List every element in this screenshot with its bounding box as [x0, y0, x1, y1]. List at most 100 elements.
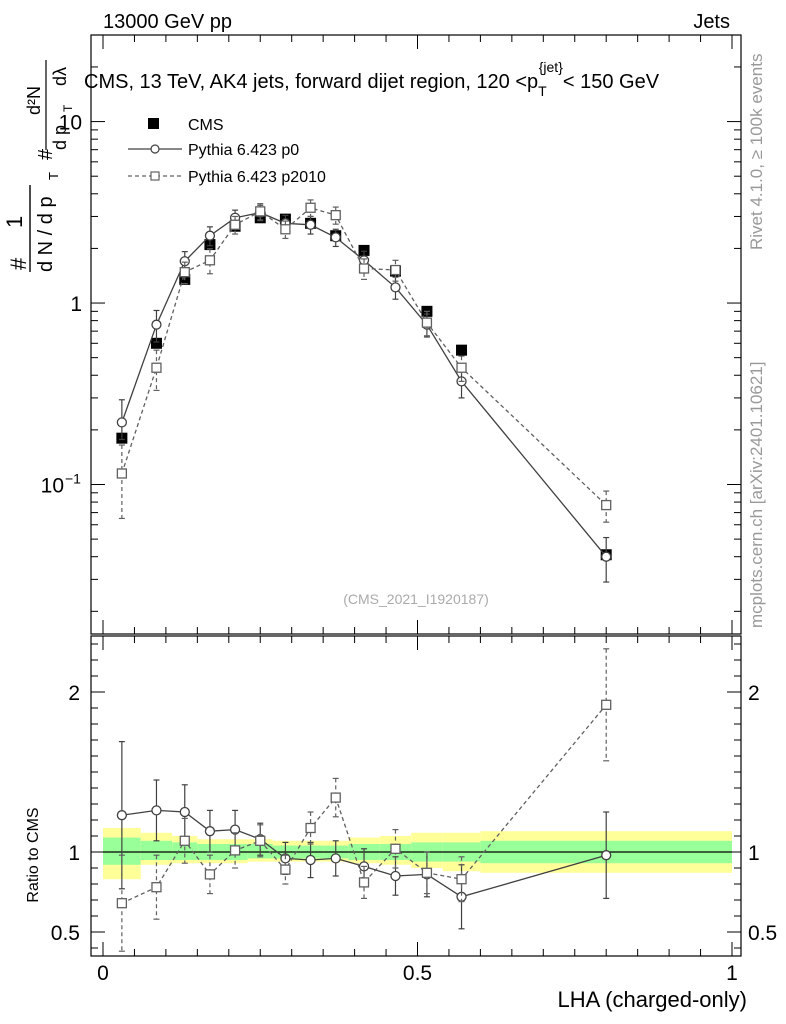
ratio-p0-line [121, 809, 607, 898]
ratio-xtick-label: 1 [726, 962, 738, 985]
pythia-p0-point [601, 551, 612, 562]
ratio-ytick-label-right: 2 [748, 682, 760, 705]
ratio-p0-point [116, 810, 128, 821]
ratio-ytick-label-left: 0.5 [51, 922, 80, 945]
ratio-ytick-label-right: 0.5 [748, 922, 777, 945]
ratio-p2010-point [179, 835, 190, 846]
ratio-p0-point [204, 826, 216, 837]
pythia-p2010-point [280, 224, 291, 235]
ratio-p0-point [330, 853, 341, 864]
ratio-ytick-label-left: 2 [68, 682, 80, 705]
ratio-ytick-label-left: 1 [68, 842, 80, 865]
legend-p0-marker [150, 144, 160, 154]
pythia-p2010-point [204, 255, 216, 266]
legend-cms-label: CMS [188, 117, 224, 134]
pythia-p0-point [204, 230, 216, 241]
pythia-p0-point [151, 319, 162, 330]
ratio-p2010-point [330, 792, 341, 803]
title-sub: T [538, 83, 547, 99]
main-ylabel: # 1 d N / d p T # d²N d p T dλ [2, 60, 75, 272]
ratio-p2010-point [456, 874, 467, 885]
pythia-p2010-point [255, 206, 266, 217]
legend: CMS Pythia 6.423 p0 Pythia 6.423 p2010 [128, 117, 326, 186]
ratio-p2010-point [601, 699, 612, 710]
ratio-p2010-point [280, 864, 291, 875]
ratio-p2010-line [121, 704, 607, 904]
main-ytick-label: 1 [70, 293, 82, 316]
ylabel-den-T: T [46, 172, 61, 180]
ratio-band-inner [172, 842, 198, 860]
ylabel-hash1: # [6, 257, 31, 270]
ratio-p2010-point [204, 869, 216, 880]
ratio-data-marks [116, 648, 612, 952]
pythia-p2010-point [229, 219, 241, 230]
ratio-p0-point [305, 854, 316, 866]
pythia-p2010-point [456, 362, 467, 373]
ratio-p2010-point [390, 843, 401, 854]
ylabel-dpT: d p [50, 125, 70, 150]
pythia-p2010-point [116, 468, 128, 479]
ratio-p2010-point [421, 867, 433, 878]
ratio-p0-point [151, 805, 162, 816]
pythia-p2010-point [390, 264, 401, 276]
main-ytick-label: 10 [41, 474, 64, 497]
ratio-p2010-point [358, 877, 370, 888]
header-jets: Jets [693, 11, 730, 33]
pythia-p2010-point [151, 362, 162, 373]
ylabel-one: 1 [2, 216, 27, 228]
pythia-p2010-point [601, 499, 612, 511]
cms-point [358, 244, 370, 256]
legend-p2010-label: Pythia 6.423 p2010 [188, 169, 326, 186]
legend-cms-marker [148, 118, 159, 129]
ylabel-d2N: d²N [24, 86, 44, 115]
ratio-p0-point [601, 850, 612, 861]
ratio-xtick-label: 0.5 [403, 962, 432, 985]
pythia-p0-point [116, 417, 128, 428]
ratio-band-inner [140, 840, 173, 860]
title-sup: {jet} [539, 59, 563, 75]
chart-title: CMS, 13 TeV, AK4 jets, forward dijet reg… [84, 59, 660, 99]
ratio-frame [90, 635, 742, 957]
ylabel-dlambda: dλ [50, 67, 70, 86]
rivet-watermark: Rivet 4.1.0, ≥ 100k events [747, 54, 766, 250]
ratio-ytick-label-right: 1 [748, 842, 760, 865]
pythia-p0-point [305, 219, 316, 230]
cms-point [456, 344, 468, 356]
pythia-p2010-point [179, 266, 190, 278]
pythia-p2010-point [330, 210, 341, 221]
ratio-uncertainty-band [103, 828, 732, 880]
title-post: < 150 GeV [563, 71, 660, 93]
pythia-p0-line [121, 211, 607, 558]
ylabel-hash2: # [35, 148, 57, 160]
ratio-p0-point [179, 806, 190, 818]
mcplots-watermark: mcplots.cern.ch [arXiv:2401.10621] [747, 362, 766, 628]
main-frame [90, 34, 742, 635]
cms-point [150, 337, 162, 349]
pythia-p2010-point [358, 263, 370, 274]
title-pre: CMS, 13 TeV, AK4 jets, forward dijet reg… [84, 71, 538, 93]
legend-p0-label: Pythia 6.423 p0 [188, 142, 299, 159]
ylabel-den: d N / d p [35, 196, 57, 272]
pythia-p0-point [390, 282, 401, 293]
ratio-xtick-label: 0 [97, 962, 109, 985]
pythia-p2010-point [421, 317, 433, 328]
ratio-ylabel: Ratio to CMS [25, 807, 42, 902]
ylabel-dpT-T: T [61, 104, 75, 112]
pythia-p2010-point [305, 202, 316, 213]
ratio-axes: 0.5 0.5 1 1 2 2 0 0.5 1 [51, 635, 777, 985]
pythia-p2010-line [121, 207, 607, 506]
pythia-p0-point [330, 232, 341, 243]
main-ytick-exponent: −1 [65, 470, 81, 486]
ratio-p2010-point [255, 835, 266, 846]
main-ytick-label: 10 [59, 112, 82, 135]
ratio-p0-point [390, 870, 401, 882]
legend-p2010-marker [150, 171, 160, 181]
header-energy: 13000 GeV pp [103, 11, 232, 33]
main-data-marks [116, 199, 612, 583]
ratio-p2010-point [151, 882, 162, 893]
ratio-p2010-point [116, 898, 128, 909]
analysis-tag: (CMS_2021_I1920187) [343, 591, 489, 607]
ratio-p2010-point [229, 845, 241, 856]
